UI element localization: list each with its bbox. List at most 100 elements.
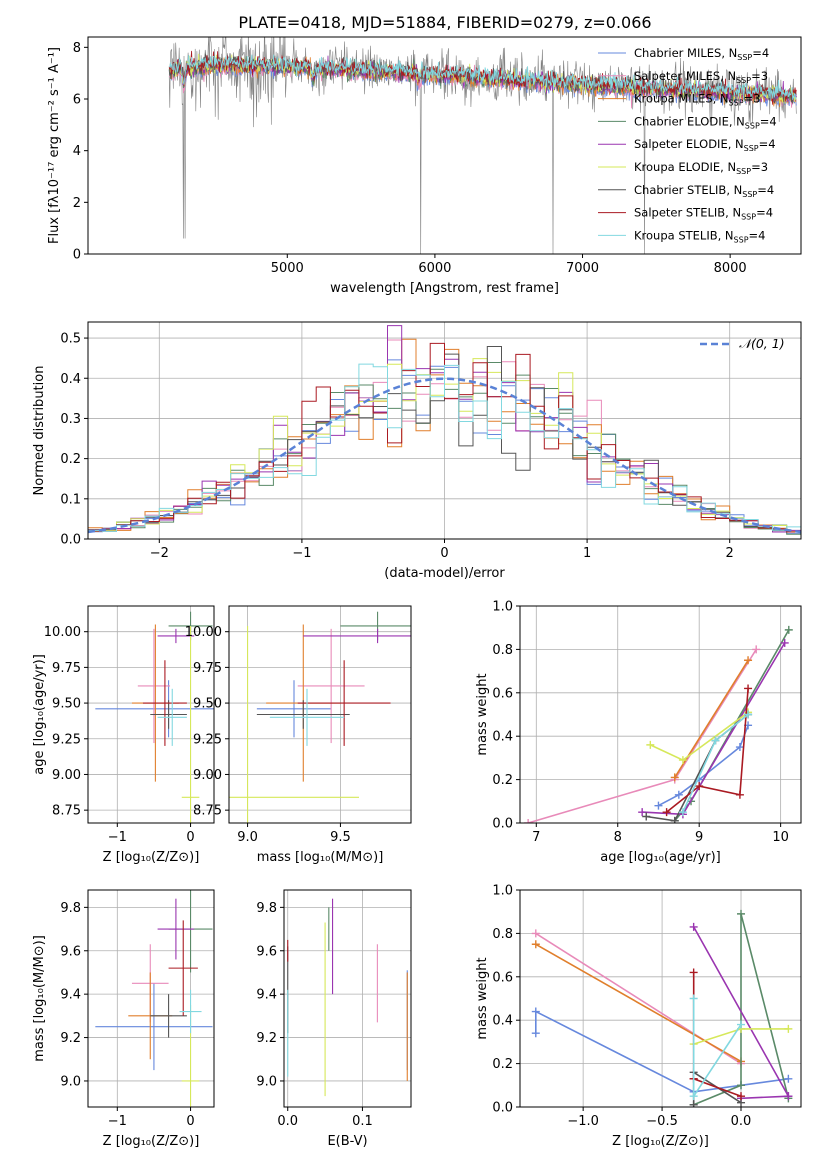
grid: [520, 605, 801, 824]
model-spectrum-line: [168, 54, 797, 101]
x-tick-label: 0.0: [731, 1114, 752, 1129]
axes-frame: [228, 605, 412, 824]
figure-title: PLATE=0418, MJD=51884, FIBERID=0279, z=0…: [238, 13, 651, 32]
mass-weight-marker: [752, 645, 761, 654]
grid: [88, 890, 214, 1107]
mass-weight-marker: [737, 1020, 746, 1029]
y-tick-label: 8.75: [193, 804, 222, 819]
y-tick-label: 9.25: [52, 732, 81, 747]
mass-weight-marker: [737, 909, 746, 918]
y-axis-label: age [log₁₀(age/yr)]: [32, 654, 47, 775]
y-tick-label: 9.2: [256, 1031, 277, 1046]
plot-area: [524, 625, 793, 823]
mass-weight-marker: [642, 812, 651, 821]
y-axis-label: mass weight: [475, 957, 490, 1039]
x-axis-label: (data-model)/error: [384, 566, 505, 581]
legend-entry: Salpeter MILES, NSSP=3: [634, 69, 768, 85]
plot-area: [287, 898, 408, 1097]
plot-area: [88, 325, 801, 535]
axes-frame: [87, 605, 215, 824]
axes-frame: [87, 889, 215, 1108]
axes-frame: [283, 889, 412, 1108]
y-tick-label: 9.50: [52, 697, 81, 712]
x-tick-label: −1: [108, 830, 127, 845]
mass-weight-marker: [695, 782, 704, 791]
y-tick-label: 0.4: [492, 1014, 513, 1029]
x-tick-label: 0: [186, 1114, 194, 1129]
y-axis-label: mass [log₁₀(M/M⊙)]: [32, 935, 47, 1062]
x-tick-label: 10: [772, 830, 789, 845]
x-axis-label: age [log₁₀(age/yr)]: [600, 850, 721, 865]
mass-weight-marker: [531, 1007, 540, 1016]
plot-area: [95, 890, 213, 1107]
y-tick-label: 9.8: [60, 901, 81, 916]
legend-entry: Kroupa MILES, NSSP=3: [634, 92, 760, 108]
x-tick-label: 9.0: [237, 830, 258, 845]
x-tick-label: 5000: [271, 261, 304, 276]
legend-entry: Salpeter STELIB, NSSP=4: [634, 206, 773, 222]
y-tick-label: 9.4: [60, 988, 81, 1003]
y-tick-label: 0.8: [492, 643, 513, 658]
x-tick-label: 0.1: [352, 1114, 373, 1129]
mass-weight-marker: [780, 638, 789, 647]
y-tick-label: 9.25: [193, 732, 222, 747]
mass-weight-marker: [744, 710, 753, 719]
y-tick-label: 9.0: [60, 1074, 81, 1089]
x-tick-label: −1: [108, 1114, 127, 1129]
y-tick-label: 0.0: [492, 1101, 513, 1116]
y-tick-label: 0.8: [492, 927, 513, 942]
legend-entry: Kroupa ELODIE, NSSP=3: [634, 160, 768, 176]
mass-weight-line: [693, 913, 790, 1106]
x-tick-label: 2: [726, 546, 734, 561]
mass-weight-marker: [784, 1092, 793, 1101]
y-tick-label: 0.2: [492, 773, 513, 788]
y-tick-label: 0.0: [492, 817, 513, 832]
mass-weight-marker: [735, 790, 744, 799]
y-tick-label: 0.5: [60, 332, 81, 347]
x-tick-label: −0.5: [646, 1114, 678, 1129]
mass-weight-marker: [689, 1092, 698, 1101]
x-tick-label: −1: [292, 546, 311, 561]
residual-histogram-step: [88, 342, 801, 533]
mass-weight-marker: [638, 808, 647, 817]
y-tick-label: 9.0: [256, 1074, 277, 1089]
chart-age-vs-Z: −1 0 8.75 9.00 9.25 9.50 9.75 10.00 Z [log₁₀(Z/Z…: [32, 605, 215, 865]
y-tick-label: 2: [73, 196, 81, 211]
legend-entry: Chabrier MILES, NSSP=4: [634, 46, 769, 62]
x-tick-label: 0: [440, 546, 448, 561]
mass-weight-marker: [662, 808, 671, 817]
y-tick-label: 0.2: [492, 1057, 513, 1072]
mass-weight-line: [666, 688, 749, 813]
x-tick-label: 8000: [714, 261, 747, 276]
mass-weight-marker: [689, 994, 698, 1003]
plot-area: [531, 909, 793, 1107]
x-tick-label: 1: [583, 546, 591, 561]
x-tick-label: 9: [695, 830, 703, 845]
mass-weight-marker: [670, 816, 679, 823]
y-tick-label: 1.0: [492, 600, 513, 615]
mass-weight-marker: [674, 790, 683, 799]
mass-weight-marker: [737, 1081, 746, 1090]
y-tick-label: 4: [73, 144, 81, 159]
legend-entry: Kroupa STELIB, NSSP=4: [634, 228, 765, 244]
x-tick-label: 9.5: [330, 830, 351, 845]
axes-frame: [87, 321, 802, 540]
x-axis-label: mass [log₁₀(M/M⊙)]: [257, 850, 384, 865]
y-tick-label: 0.4: [60, 372, 81, 387]
legend-entry: Chabrier STELIB, NSSP=4: [634, 183, 774, 199]
x-tick-label: 8: [614, 830, 622, 845]
mass-weight-marker: [744, 684, 753, 693]
x-axis-label: Z [log₁₀(Z/Z⊙)]: [612, 1134, 709, 1149]
x-tick-label: 0.0: [277, 1114, 298, 1129]
y-tick-label: 9.6: [256, 944, 277, 959]
y-tick-label: 9.75: [52, 661, 81, 676]
normal-curve: [88, 377, 801, 534]
y-tick-label: 0.4: [492, 730, 513, 745]
mass-weight-marker: [531, 940, 540, 949]
grid: [284, 890, 411, 1107]
mass-weight-marker: [678, 808, 687, 817]
axes-frame: [519, 889, 802, 1108]
mass-weight-line: [693, 926, 790, 1100]
mass-weight-marker: [735, 743, 744, 752]
y-tick-label: 8.75: [52, 804, 81, 819]
